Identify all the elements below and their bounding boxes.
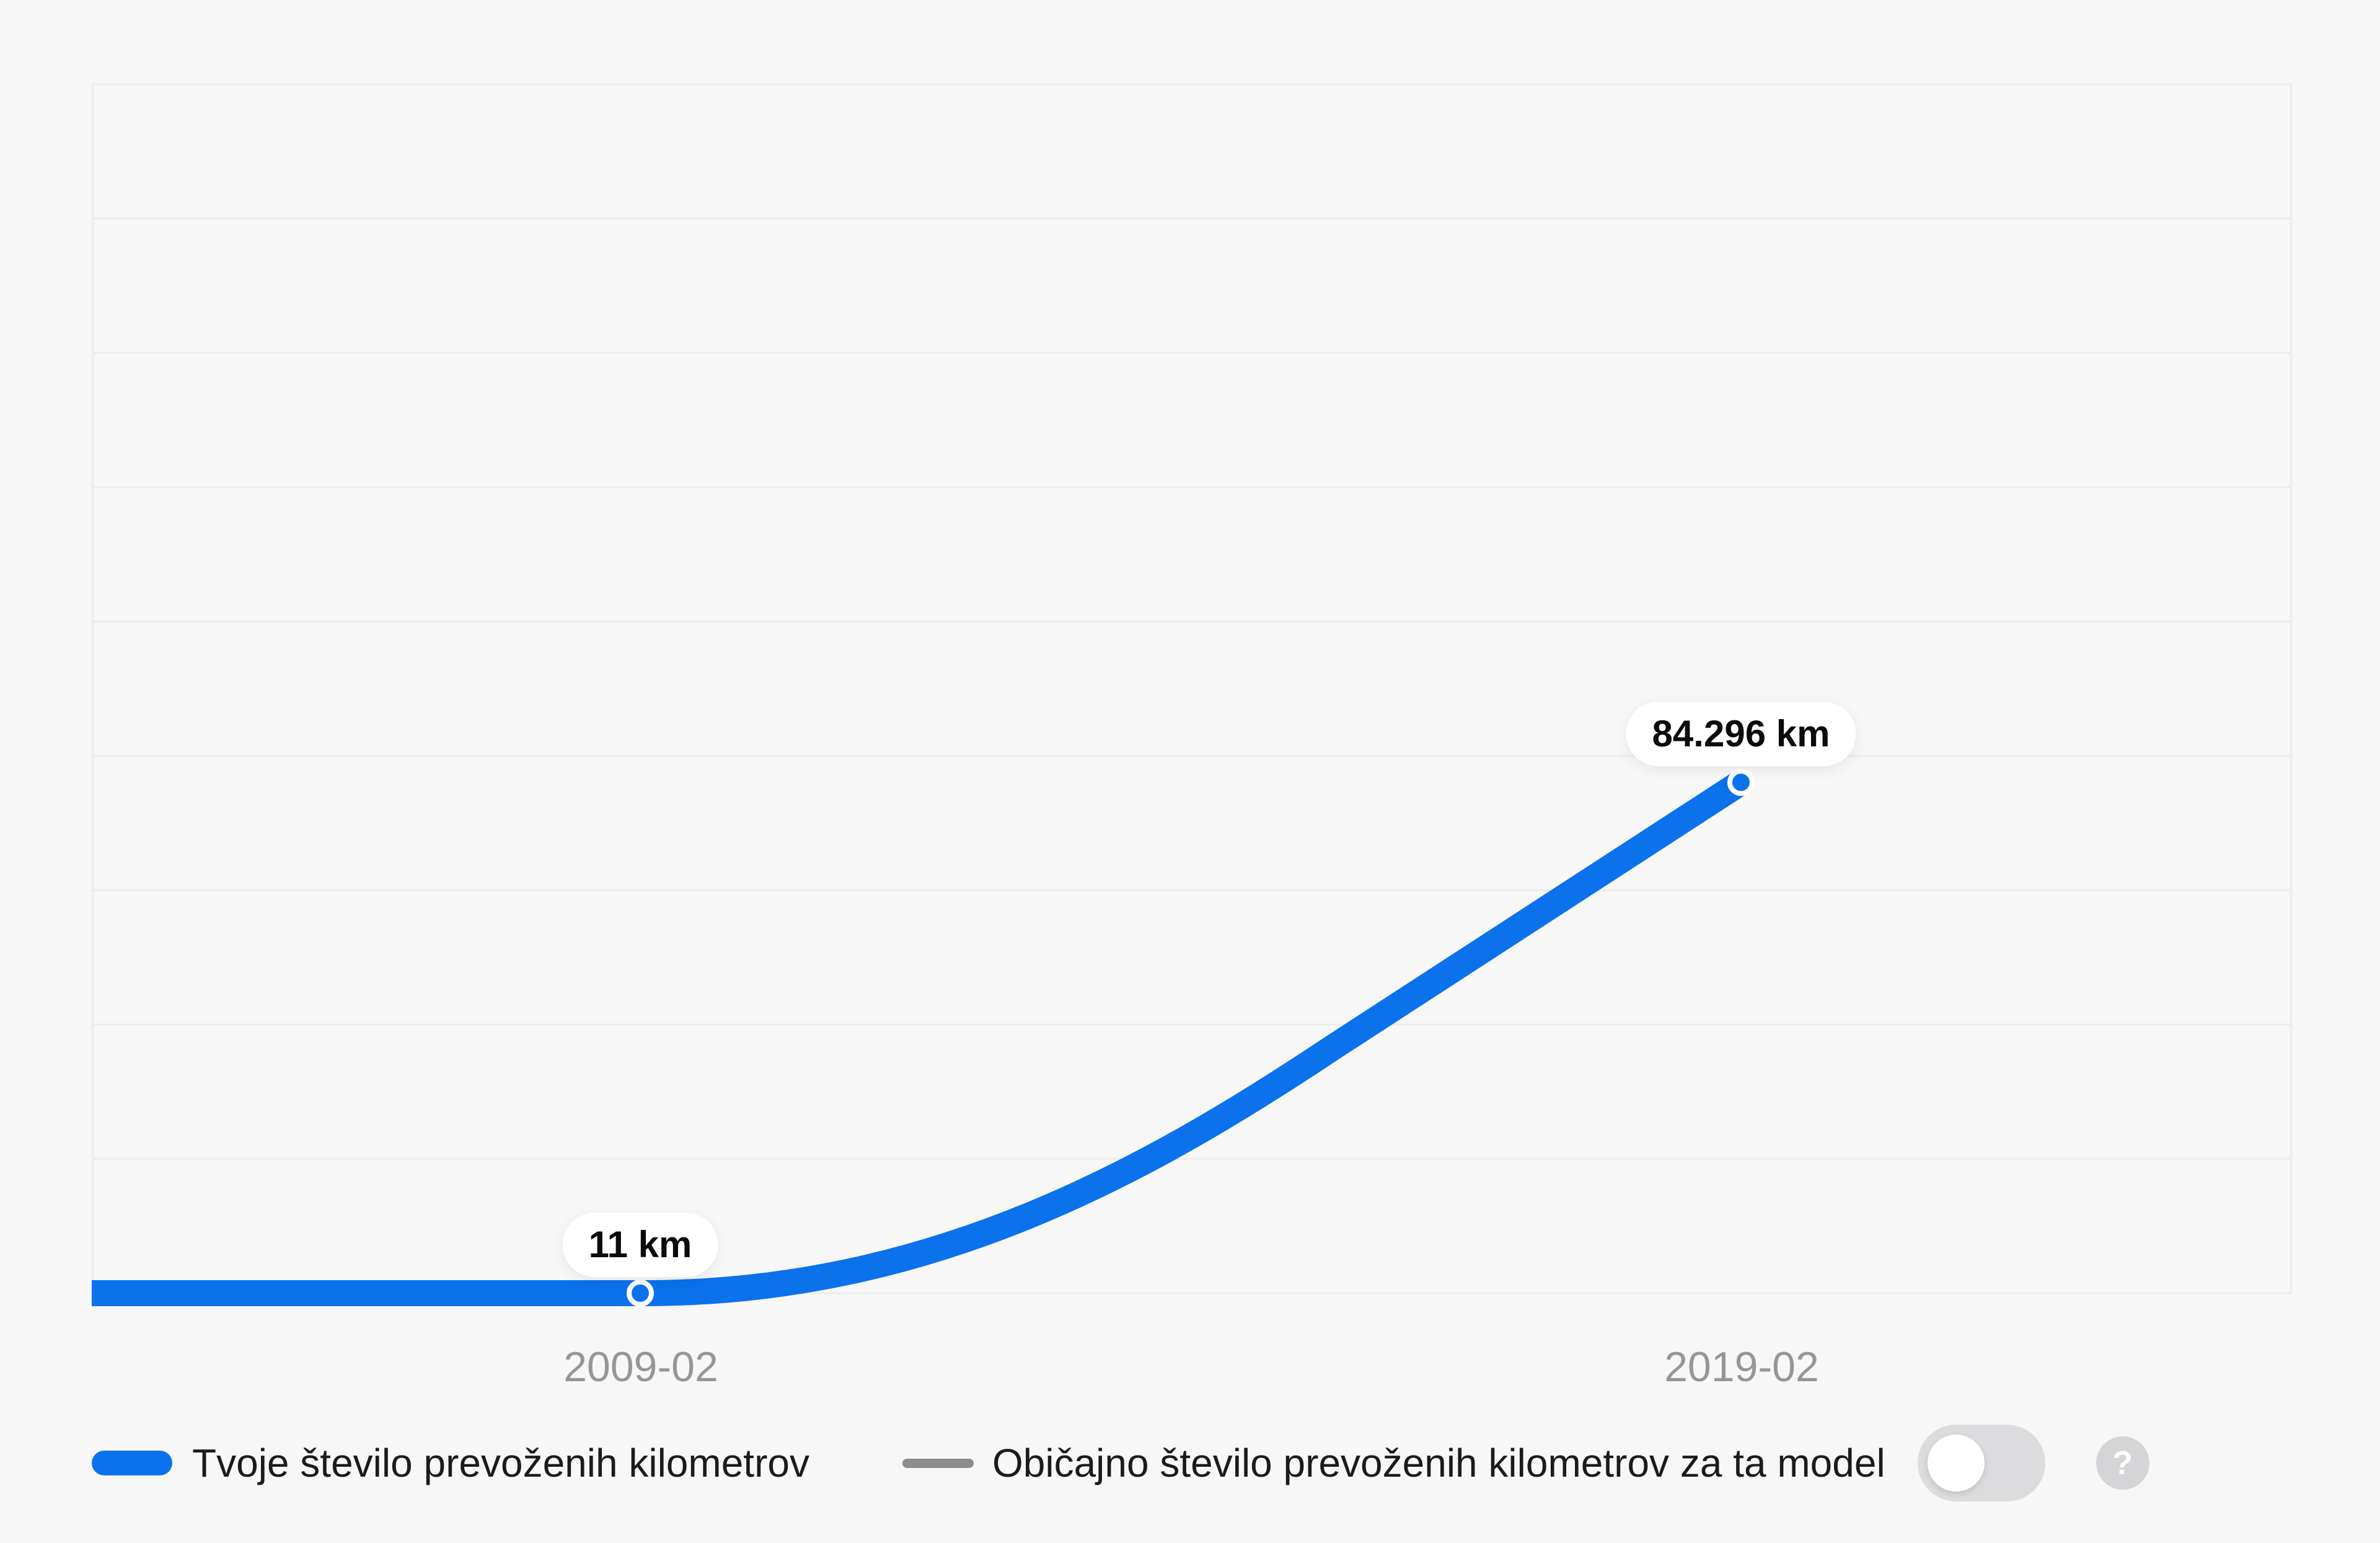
user-series-label: Tvoje število prevoženih kilometrov [192,1441,809,1485]
user-mileage-line [92,771,1748,1306]
model-series-label: Običajno število prevoženih kilometrov z… [992,1441,1885,1485]
legend-item-user-series: Tvoje število prevoženih kilometrov [92,1440,809,1486]
legend-item-model-series: Običajno število prevoženih kilometrov z… [902,1440,1885,1486]
x-axis-label: 2009-02 [563,1343,718,1390]
data-point-label: 84.296 km [1626,702,1856,766]
data-point-marker-2019-02[interactable] [1727,769,1755,796]
x-axis-label: 2019-02 [1664,1343,1819,1390]
help-button[interactable]: ? [2096,1436,2149,1490]
user-series-swatch-icon [92,1451,172,1475]
data-point-marker-2009-02[interactable] [627,1280,654,1307]
data-point-label: 11 km [562,1213,718,1277]
legend: Tvoje število prevoženih kilometrov Obič… [92,1423,2149,1503]
gridlines [92,83,2292,1294]
toggle-knob [1927,1435,1985,1492]
model-series-swatch-icon [902,1458,974,1468]
model-series-toggle[interactable] [1917,1425,2045,1501]
